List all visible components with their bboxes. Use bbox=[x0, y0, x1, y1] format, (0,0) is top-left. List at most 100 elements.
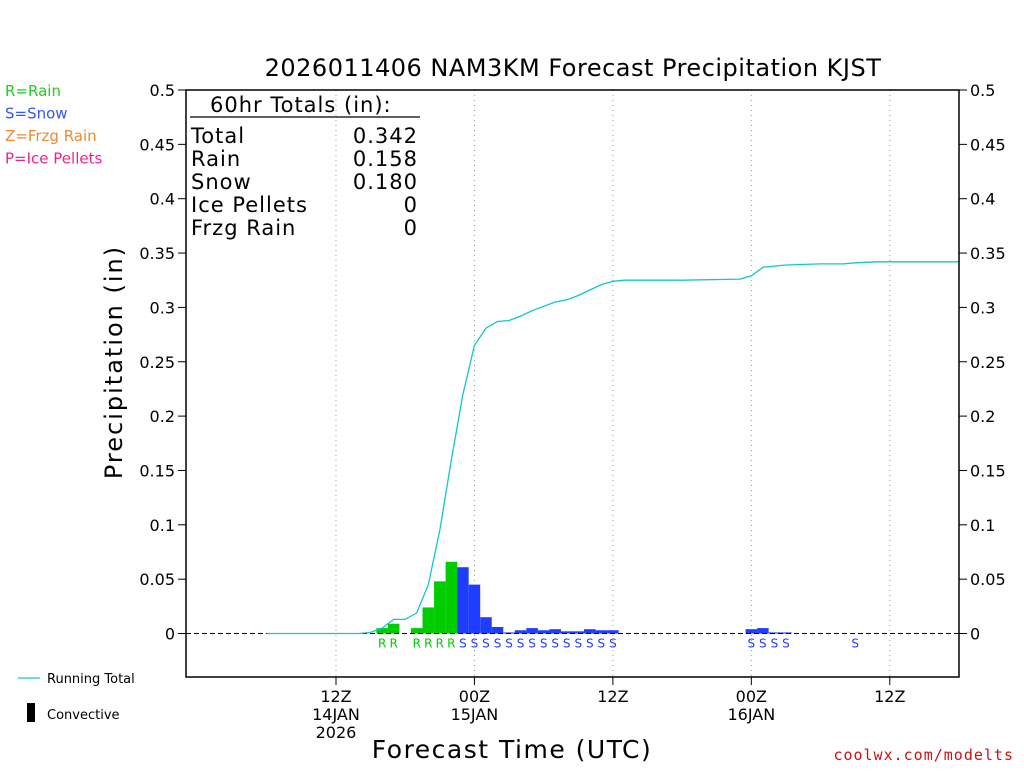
bar-type-label: S bbox=[748, 637, 756, 651]
bar-type-label: S bbox=[459, 637, 467, 651]
precip-bar-snow bbox=[537, 630, 550, 634]
x-tick-label: 12Z bbox=[320, 687, 351, 706]
precip-bar-snow bbox=[757, 628, 769, 634]
legend-entry: P=Ice Pellets bbox=[5, 150, 102, 168]
x-tick-label: 00Z bbox=[459, 687, 490, 706]
bar-type-label: S bbox=[471, 637, 479, 651]
bar-type-label: R bbox=[413, 637, 421, 651]
y-tick-label-right: 0.25 bbox=[970, 353, 1006, 372]
precip-bars bbox=[376, 561, 792, 634]
y-tick-label-right: 0.05 bbox=[970, 570, 1006, 589]
bar-type-label: S bbox=[609, 637, 617, 651]
precip-bar-snow bbox=[549, 629, 561, 634]
grid-lines bbox=[335, 90, 891, 677]
bar-type-label: S bbox=[851, 637, 859, 651]
totals-snow-label: Snow bbox=[191, 170, 252, 194]
precip-bar-snow bbox=[514, 630, 527, 634]
y-tick-label-left: 0.25 bbox=[139, 353, 175, 372]
bar-type-label: R bbox=[436, 637, 444, 651]
y-tick-label-left: 0.2 bbox=[150, 407, 175, 426]
type-legend: R=Rain S=Snow Z=Frzg Rain P=Ice Pellets bbox=[5, 82, 102, 168]
bar-type-label: S bbox=[586, 637, 594, 651]
bar-type-label: S bbox=[759, 637, 767, 651]
precip-bar-snow bbox=[768, 632, 781, 634]
precip-bar-snow bbox=[572, 631, 585, 634]
bar-type-label: S bbox=[528, 637, 536, 651]
bar-type-label: S bbox=[551, 637, 559, 651]
totals-rain-value: 0.158 bbox=[353, 147, 418, 171]
bar-type-label: S bbox=[574, 637, 582, 651]
x-axis-label: Forecast Time (UTC) bbox=[372, 735, 652, 764]
y-tick-label-right: 0.3 bbox=[970, 298, 995, 317]
x-tick-label: 14JAN bbox=[312, 705, 360, 724]
precip-bar-snow bbox=[480, 617, 492, 634]
totals-pellets-value: 0 bbox=[404, 193, 418, 217]
x-tick-label: 12Z bbox=[597, 687, 628, 706]
precip-bar-rain bbox=[376, 628, 388, 634]
y-tick-label-left: 0.5 bbox=[150, 81, 175, 100]
y-tick-label-right: 0.1 bbox=[970, 516, 995, 535]
y-tick-label-left: 0.3 bbox=[150, 298, 175, 317]
precip-bar-snow bbox=[607, 630, 619, 634]
x-tick-label: 15JAN bbox=[451, 705, 499, 724]
precip-bar-snow bbox=[584, 629, 596, 634]
totals-snow-value: 0.180 bbox=[353, 170, 418, 194]
precip-bar-rain bbox=[387, 623, 400, 634]
legend-entry: R=Rain bbox=[5, 82, 61, 100]
y-tick-label-right: 0.4 bbox=[970, 190, 995, 209]
totals-frzg-value: 0 bbox=[404, 216, 418, 240]
bar-type-label: S bbox=[517, 637, 525, 651]
bar-type-label: R bbox=[447, 637, 455, 651]
precip-bar-rain bbox=[422, 607, 435, 634]
bar-type-label: S bbox=[771, 637, 779, 651]
credit-link[interactable]: coolwx.com/modelts bbox=[833, 746, 1014, 764]
precip-bar-rain bbox=[445, 561, 458, 634]
y-tick-label-left: 0.1 bbox=[150, 516, 175, 535]
convective-swatch bbox=[27, 703, 35, 722]
legend-entry: S=Snow bbox=[5, 105, 68, 123]
y-tick-label-left: 0 bbox=[165, 625, 175, 644]
totals-header: 60hr Totals (in): bbox=[210, 93, 392, 117]
y-axis-label: Precipitation (in) bbox=[100, 245, 128, 479]
plot-frame bbox=[185, 89, 960, 678]
bar-type-label: S bbox=[540, 637, 548, 651]
totals-rain-label: Rain bbox=[191, 147, 241, 171]
x-tick-label: 12Z bbox=[874, 687, 905, 706]
y-tick-label-right: 0 bbox=[970, 625, 980, 644]
bar-type-label: S bbox=[505, 637, 513, 651]
legend-entry: Z=Frzg Rain bbox=[5, 127, 97, 145]
bar-type-label: S bbox=[598, 637, 606, 651]
precip-bar-snow bbox=[780, 632, 792, 634]
precip-bar-snow bbox=[457, 567, 469, 634]
y-tick-label-left: 0.35 bbox=[139, 244, 175, 263]
bar-type-label: R bbox=[389, 637, 397, 651]
y-tick-label-left: 0.45 bbox=[139, 135, 175, 154]
y-tick-label-right: 0.45 bbox=[970, 135, 1006, 154]
precip-bar-rain bbox=[434, 581, 446, 634]
running-total-legend-label: Running Total bbox=[47, 672, 135, 687]
precip-bar-snow bbox=[468, 584, 481, 634]
precip-bar-snow bbox=[526, 628, 538, 634]
precip-bar-rain bbox=[410, 628, 423, 634]
totals-total-label: Total bbox=[190, 124, 245, 148]
bar-type-label: S bbox=[494, 637, 502, 651]
running-total-line bbox=[266, 261, 959, 635]
totals-box: 60hr Totals (in): Total 0.342 Rain 0.158… bbox=[190, 93, 420, 240]
x-tick-label: 00Z bbox=[736, 687, 767, 706]
totals-total-value: 0.342 bbox=[353, 124, 418, 148]
bottom-legend: Running Total Convective bbox=[18, 672, 135, 723]
y-tick-label-right: 0.15 bbox=[970, 461, 1006, 480]
x-tick-label: 2026 bbox=[316, 723, 357, 742]
y-tick-label-left: 0.15 bbox=[139, 461, 175, 480]
convective-legend-label: Convective bbox=[47, 708, 120, 723]
y-tick-label-right: 0.5 bbox=[970, 81, 995, 100]
precip-bar-snow bbox=[745, 629, 758, 634]
chart-title: 2026011406 NAM3KM Forecast Precipitation… bbox=[265, 54, 882, 82]
totals-pellets-label: Ice Pellets bbox=[191, 193, 308, 217]
precip-bar-snow bbox=[560, 631, 573, 634]
precip-bar-snow bbox=[491, 626, 504, 634]
x-tick-label: 16JAN bbox=[727, 705, 775, 724]
